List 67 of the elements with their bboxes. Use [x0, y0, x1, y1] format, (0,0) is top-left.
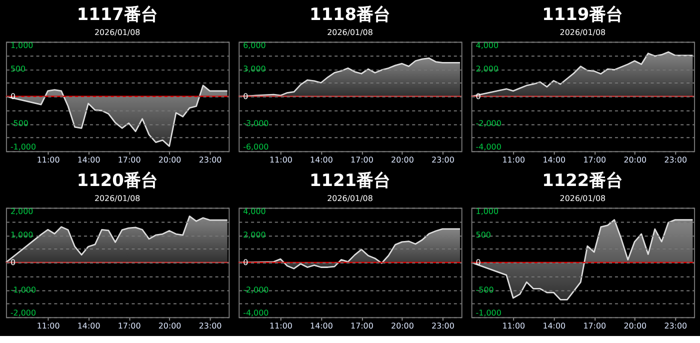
- x-tick-label: 17:00: [118, 156, 141, 165]
- x-tick-label: 11:00: [36, 322, 60, 331]
- chart-title: 1121番台: [309, 170, 391, 190]
- x-tick-label: 20:00: [391, 322, 414, 331]
- y-tick-label: -2,000: [476, 119, 502, 128]
- y-tick-label: 0: [476, 92, 481, 101]
- y-tick-label: 6,000: [243, 41, 266, 50]
- x-tick-label: 17:00: [583, 156, 606, 165]
- y-tick-label: -500: [476, 285, 494, 294]
- y-tick-label: 1,000: [476, 207, 499, 216]
- y-tick-label: 500: [10, 64, 26, 74]
- x-tick-label: 23:00: [432, 322, 454, 331]
- x-tick-label: 14:00: [310, 156, 333, 165]
- x-tick-label: 11:00: [270, 156, 292, 165]
- chart-subtitle: 2026/01/08: [560, 194, 606, 203]
- x-tick-label: 20:00: [624, 156, 647, 165]
- x-tick-label: 11:00: [502, 156, 526, 165]
- x-tick-label: 14:00: [542, 322, 566, 331]
- y-tick-label: -4,000: [476, 142, 502, 152]
- chart-title: 1118番台: [309, 4, 391, 24]
- y-tick-label: -1,000: [476, 308, 502, 318]
- y-tick-label: 500: [476, 230, 491, 240]
- x-tick-label: 14:00: [542, 156, 566, 165]
- x-tick-label: 11:00: [270, 322, 292, 331]
- y-tick-label: 2,000: [243, 230, 266, 240]
- x-tick-label: 14:00: [77, 322, 100, 331]
- y-tick-label: 2,000: [10, 207, 34, 216]
- x-tick-label: 23:00: [432, 156, 454, 165]
- y-tick-label: 3,000: [243, 64, 266, 74]
- x-tick-label: 11:00: [502, 322, 526, 331]
- y-tick-label: 2,000: [476, 64, 499, 74]
- y-tick-label: -2,000: [243, 285, 269, 294]
- y-tick-label: -500: [10, 119, 28, 128]
- y-tick-label: -1,000: [10, 142, 36, 152]
- x-tick-label: 14:00: [77, 156, 100, 165]
- x-tick-label: 23:00: [664, 156, 688, 165]
- chart-subtitle: 2026/01/08: [94, 194, 140, 203]
- chart-title: 1117番台: [76, 4, 158, 24]
- x-tick-label: 20:00: [391, 156, 414, 165]
- x-tick-label: 23:00: [664, 322, 688, 331]
- x-tick-label: 20:00: [624, 322, 647, 331]
- x-tick-label: 17:00: [583, 322, 606, 331]
- y-tick-label: 1,000: [10, 41, 34, 50]
- y-tick-label: 4,000: [476, 41, 499, 50]
- x-tick-label: 23:00: [198, 156, 222, 165]
- y-tick-label: -6,000: [243, 142, 269, 152]
- x-tick-label: 20:00: [158, 322, 182, 331]
- chart-subtitle: 2026/01/08: [327, 194, 373, 203]
- x-tick-label: 17:00: [350, 322, 374, 331]
- y-tick-label: 4,000: [243, 207, 266, 216]
- y-tick-label: -2,000: [10, 308, 36, 318]
- chart-subtitle: 2026/01/08: [327, 28, 373, 37]
- chart-title: 1120番台: [76, 170, 158, 190]
- x-tick-label: 17:00: [350, 156, 374, 165]
- y-tick-label: -1,000: [10, 285, 36, 294]
- chart-title: 1119番台: [542, 4, 624, 24]
- y-tick-label: -4,000: [243, 308, 269, 318]
- x-tick-label: 17:00: [118, 322, 141, 331]
- x-tick-label: 11:00: [36, 156, 60, 165]
- chart-title: 1122番台: [542, 170, 624, 190]
- y-tick-label: 1,000: [10, 230, 34, 240]
- x-tick-label: 20:00: [158, 156, 182, 165]
- x-tick-label: 14:00: [310, 322, 333, 331]
- chart-subtitle: 2026/01/08: [560, 28, 606, 37]
- y-tick-label: -3,000: [243, 119, 269, 128]
- chart-subtitle: 2026/01/08: [94, 28, 140, 37]
- x-tick-label: 23:00: [198, 322, 222, 331]
